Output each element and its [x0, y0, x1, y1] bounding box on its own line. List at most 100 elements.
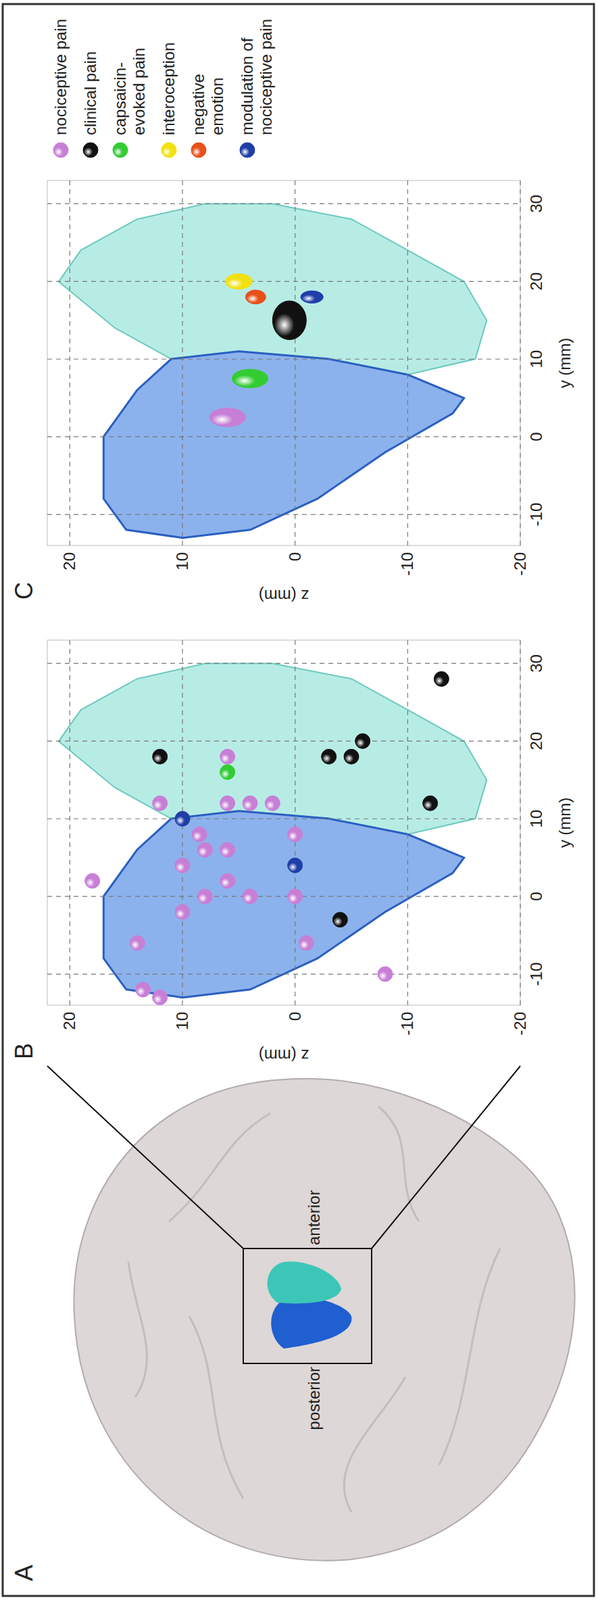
region-label: posterior [304, 1366, 323, 1430]
point [220, 841, 236, 857]
border [2, 4, 594, 1596]
legend-line: capsaicin- [110, 62, 130, 136]
point [287, 888, 303, 904]
point [220, 748, 236, 764]
zoom-line [47, 1065, 244, 1249]
tick-label: -20 [510, 552, 530, 576]
grid-line [47, 973, 521, 974]
rotated-figure: Aposterioranterior-100102030-20-1001020y… [2, 4, 594, 1596]
point [129, 935, 145, 951]
point [152, 795, 168, 811]
axis-title: z (mm) [258, 1045, 310, 1065]
marks [85, 670, 450, 1005]
point [197, 841, 213, 857]
point [135, 981, 151, 997]
legend-marker [83, 142, 98, 158]
brain [73, 1078, 575, 1561]
grid-line [47, 818, 521, 819]
axis-title: y (mm) [555, 337, 574, 389]
grid-line [47, 281, 521, 282]
point [287, 857, 303, 873]
zoom-box [243, 1248, 372, 1363]
grid-line [47, 513, 521, 515]
grid-line [47, 662, 521, 664]
point [242, 795, 258, 811]
ellipsoid [225, 273, 253, 290]
point [220, 764, 236, 780]
gyrus [343, 1376, 406, 1512]
point [175, 904, 190, 919]
tick-label: -10 [527, 502, 546, 527]
tick-label: 0 [527, 431, 546, 441]
tick-label: 30 [527, 194, 546, 213]
ellipsoid [245, 289, 266, 305]
grid-line [407, 639, 409, 1005]
marks [209, 273, 323, 427]
legend-line: clinical pain [81, 51, 100, 136]
plot-frame [47, 639, 521, 1005]
grid-line [47, 740, 521, 742]
point [287, 826, 303, 842]
tick-label: 30 [527, 654, 546, 673]
point [152, 989, 168, 1005]
panel-b: -100102030-20-1001020y (mm)z (mm)B [10, 639, 574, 1065]
legend-line: nociceptive pain [256, 18, 276, 136]
legend-label: clinical pain [81, 51, 100, 136]
legend-line: negative [189, 73, 208, 136]
panel-a: Aposterioranterior [10, 1065, 576, 1581]
legend-marker [161, 142, 177, 158]
posterior-insula [270, 1296, 352, 1349]
legend-line: emotion [208, 77, 227, 136]
axis-title: z (mm) [258, 586, 310, 605]
point [220, 795, 236, 811]
panel-c: -100102030-20-1001020y (mm)z (mm)Cnocice… [10, 18, 574, 605]
point [422, 795, 438, 811]
point [377, 966, 393, 982]
anterior-insula [58, 204, 488, 376]
tick-label: 20 [527, 731, 546, 751]
grid-line [47, 895, 521, 897]
legend: nociceptive pain clinical pain capsaicin-e… [51, 18, 276, 158]
grid-line [519, 639, 521, 1005]
point [321, 748, 337, 764]
legend-line: nociceptive pain [51, 18, 70, 136]
grid-line [294, 639, 296, 1005]
grid-line [181, 180, 183, 546]
tick-label: 0 [285, 552, 305, 561]
legend-label: nociceptive pain [51, 18, 70, 136]
grid-line [519, 180, 521, 546]
gyrus [168, 1112, 271, 1222]
point [343, 748, 359, 764]
tick-label: -20 [510, 1011, 530, 1036]
tick-label: -10 [527, 962, 546, 986]
tick-label: 20 [60, 1011, 79, 1030]
tick-label: 0 [285, 1011, 305, 1021]
legend-label: capsaicin-evoked pain [110, 47, 148, 136]
point [175, 857, 190, 873]
grid-line [69, 639, 71, 1005]
tick-label: 0 [527, 891, 546, 901]
panel-letter: B [10, 1042, 38, 1059]
legend-marker [53, 142, 69, 158]
point [152, 748, 168, 764]
point [433, 670, 449, 686]
posterior-insula [103, 810, 464, 998]
tick-label: 10 [527, 350, 546, 369]
legend-line: evoked pain [129, 47, 148, 136]
legend-line: interoception [159, 42, 178, 136]
point [264, 795, 280, 811]
tick-label: 20 [60, 552, 79, 571]
point [191, 826, 207, 842]
legend-label: modulation ofnociceptive pain [237, 18, 276, 136]
tick-label: 20 [527, 272, 546, 291]
ellipsoid [272, 300, 307, 340]
tick-label: -10 [397, 552, 417, 576]
legend-marker [239, 142, 255, 158]
anterior-insula [58, 663, 488, 835]
gyrus [189, 1315, 244, 1499]
grid-line [47, 203, 521, 205]
ellipsoid [209, 408, 246, 428]
legend-marker [112, 142, 128, 158]
plot-frame [47, 180, 521, 546]
point [175, 810, 190, 826]
